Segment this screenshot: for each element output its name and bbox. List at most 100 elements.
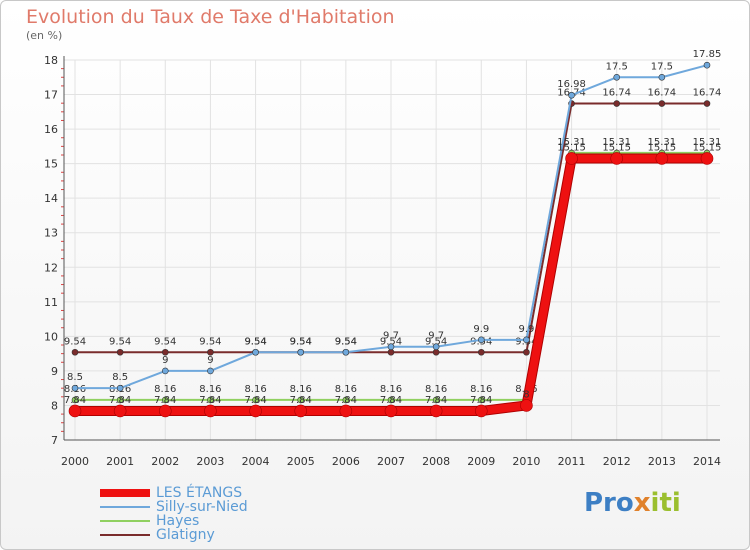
data-label: 9 bbox=[162, 355, 168, 366]
data-point bbox=[565, 152, 578, 165]
legend-swatch bbox=[100, 520, 150, 522]
x-tick-label: 2002 bbox=[151, 455, 179, 468]
data-point bbox=[477, 396, 485, 404]
data-point bbox=[613, 73, 621, 81]
data-label: 15.15 bbox=[693, 142, 722, 153]
data-label: 8.16 bbox=[335, 384, 357, 395]
data-label: 15.15 bbox=[602, 142, 631, 153]
data-point bbox=[252, 396, 259, 404]
data-label: 9.54 bbox=[380, 336, 402, 347]
x-tick-label: 2012 bbox=[603, 455, 631, 468]
y-tick-label: 12 bbox=[44, 261, 58, 274]
data-point bbox=[703, 100, 711, 107]
data-point bbox=[161, 348, 169, 356]
data-point bbox=[297, 396, 305, 404]
data-point bbox=[432, 348, 440, 356]
chart-legend: LES ÉTANGS Silly-sur-Nied Hayes Glatigny bbox=[100, 485, 248, 543]
data-label: 9 bbox=[207, 355, 213, 366]
data-point bbox=[432, 343, 440, 351]
data-point bbox=[610, 152, 624, 165]
data-point bbox=[116, 384, 124, 392]
data-point bbox=[384, 404, 398, 418]
chart-subtitle: (en %) bbox=[26, 29, 63, 42]
data-point bbox=[252, 348, 259, 356]
data-label: 16.74 bbox=[602, 88, 631, 99]
data-point bbox=[294, 404, 308, 418]
data-label: 7.84 bbox=[470, 395, 492, 406]
data-point bbox=[568, 91, 575, 99]
data-label: 9.54 bbox=[64, 336, 86, 347]
data-label: 9.54 bbox=[109, 336, 131, 347]
logo-part-3: iti bbox=[650, 488, 681, 518]
data-point bbox=[429, 404, 443, 418]
data-label: 7.84 bbox=[290, 395, 312, 406]
data-label: 7.84 bbox=[380, 395, 402, 406]
y-tick-label: 16 bbox=[44, 123, 58, 136]
data-label: 9.9 bbox=[518, 324, 534, 335]
data-label: 7.84 bbox=[335, 395, 357, 406]
data-point bbox=[71, 384, 79, 392]
data-label: 8.5 bbox=[67, 372, 83, 383]
x-tick-label: 2009 bbox=[467, 455, 495, 468]
data-point bbox=[703, 61, 711, 69]
legend-item: Glatigny bbox=[100, 527, 248, 543]
x-tick-label: 2008 bbox=[422, 455, 450, 468]
data-label: 15.31 bbox=[557, 137, 586, 148]
data-label: 9.54 bbox=[154, 336, 176, 347]
data-label: 9.9 bbox=[473, 324, 489, 335]
y-tick-label: 9 bbox=[51, 365, 58, 378]
data-label: 17.5 bbox=[651, 61, 673, 72]
data-label: 7.84 bbox=[109, 395, 131, 406]
data-point bbox=[655, 152, 669, 165]
data-label: 8.16 bbox=[244, 384, 266, 395]
data-label: 8.16 bbox=[470, 384, 492, 395]
data-point bbox=[161, 396, 169, 404]
data-point bbox=[387, 396, 395, 404]
data-label: 8.16 bbox=[290, 384, 312, 395]
x-tick-label: 2001 bbox=[106, 455, 134, 468]
legend-item: LES ÉTANGS bbox=[100, 485, 248, 501]
data-point bbox=[204, 404, 217, 418]
data-label: 7.84 bbox=[425, 395, 447, 406]
data-point bbox=[116, 396, 124, 404]
data-point bbox=[520, 399, 533, 412]
data-label: 7.84 bbox=[199, 395, 221, 406]
data-point bbox=[474, 404, 488, 418]
data-label: 15.31 bbox=[602, 137, 631, 148]
data-label: 15.31 bbox=[693, 137, 722, 148]
x-tick-label: 2005 bbox=[287, 455, 315, 468]
data-point bbox=[387, 343, 395, 351]
legend-label: LES ÉTANGS bbox=[156, 485, 243, 501]
data-label: 7.84 bbox=[244, 395, 266, 406]
data-point bbox=[116, 348, 124, 356]
y-tick-label: 18 bbox=[44, 54, 58, 67]
data-point bbox=[113, 404, 127, 418]
y-tick-label: 11 bbox=[44, 296, 58, 309]
logo-part-1: Pro bbox=[584, 488, 634, 518]
data-label: 8.16 bbox=[154, 384, 176, 395]
data-label: 15.31 bbox=[648, 137, 677, 148]
data-label: 9.54 bbox=[244, 336, 266, 347]
data-label: 16.74 bbox=[693, 88, 722, 99]
y-tick-label: 14 bbox=[44, 192, 58, 205]
x-tick-label: 2003 bbox=[196, 455, 224, 468]
data-point bbox=[658, 73, 666, 81]
data-point bbox=[523, 336, 530, 344]
data-point bbox=[700, 152, 714, 165]
legend-item: Hayes bbox=[100, 513, 248, 529]
data-label: 15.15 bbox=[557, 142, 586, 153]
data-label: 16.74 bbox=[648, 88, 677, 99]
data-point bbox=[523, 348, 530, 356]
data-label: 9.7 bbox=[428, 331, 444, 342]
data-point bbox=[249, 404, 262, 418]
data-point bbox=[339, 404, 353, 418]
data-point bbox=[207, 348, 214, 356]
data-point bbox=[68, 404, 82, 418]
data-point bbox=[477, 336, 485, 344]
data-point bbox=[387, 348, 395, 356]
legend-label: Silly-sur-Nied bbox=[156, 499, 248, 515]
x-tick-label: 2000 bbox=[61, 455, 89, 468]
data-point bbox=[207, 396, 214, 404]
